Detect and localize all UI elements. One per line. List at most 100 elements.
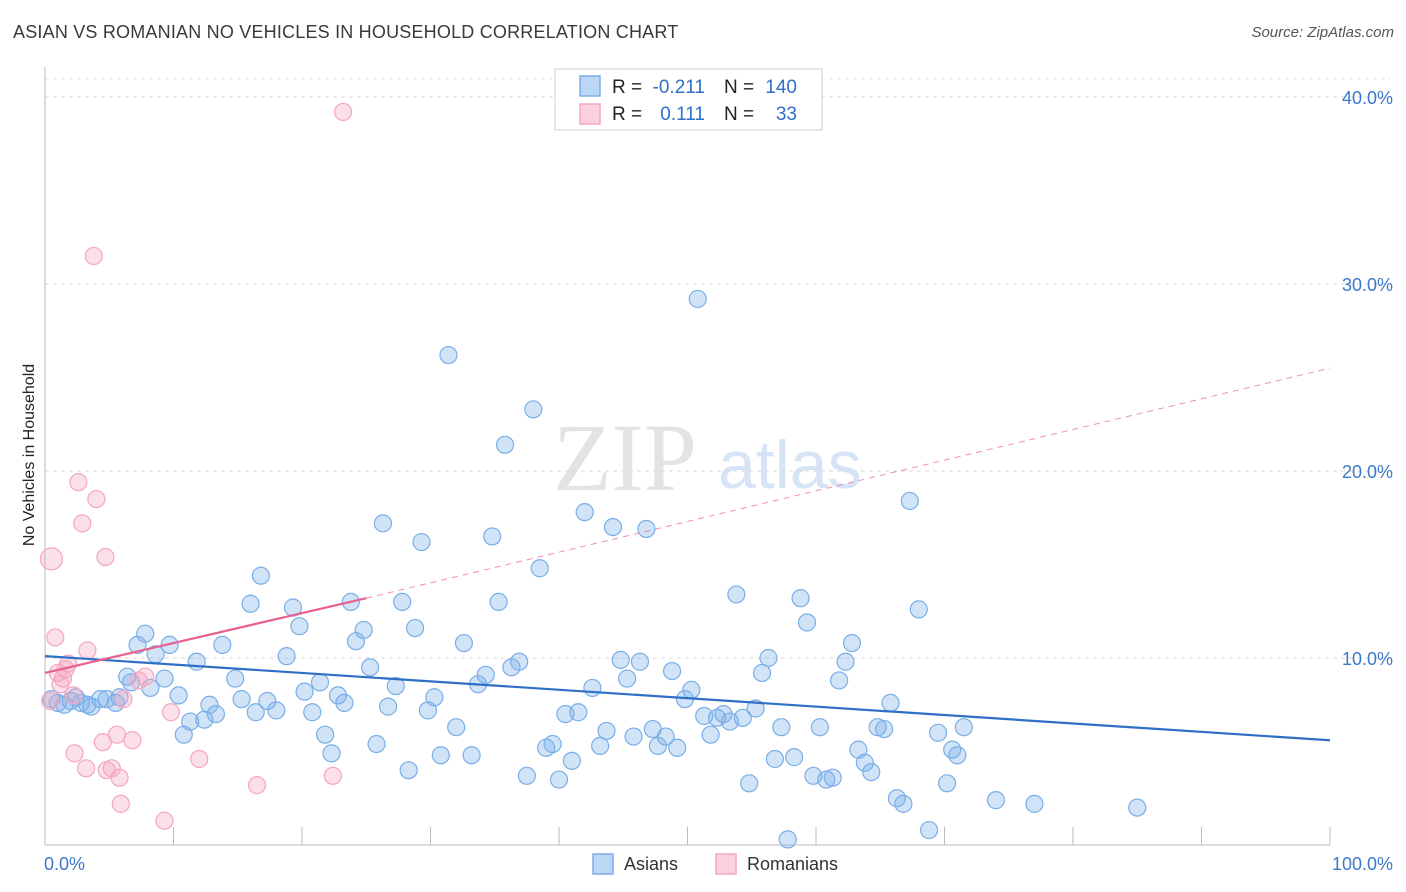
asians-point [830, 671, 849, 690]
asians-point [618, 669, 637, 688]
asians-point [868, 718, 887, 737]
y-tick-label-10: 10.0% [1342, 649, 1393, 669]
asians-point [842, 633, 862, 653]
romanians-point [39, 547, 64, 571]
watermark-atlas: atlas [718, 427, 862, 503]
romanians-point [247, 776, 267, 795]
romanians-point [41, 691, 60, 711]
asians-point [656, 727, 675, 746]
asians-point [290, 617, 309, 636]
asians-point [785, 748, 804, 767]
y-tick-label-40: 40.0% [1342, 88, 1393, 108]
romanians-point [69, 473, 88, 492]
legend-swatch-romanians [579, 103, 601, 125]
asians-point [155, 669, 174, 688]
asians-point [373, 514, 393, 533]
asians-point [91, 690, 110, 709]
asians-point [447, 718, 466, 737]
asians-point [752, 663, 772, 683]
romanians-point [65, 744, 84, 763]
asians-point [378, 697, 398, 716]
asians-point [575, 503, 594, 522]
asians-point [909, 600, 928, 619]
asians-point [688, 289, 707, 309]
asians-point [937, 774, 957, 793]
asians-point [543, 734, 562, 754]
chart-title: ASIAN VS ROMANIAN NO VEHICLES IN HOUSEHO… [13, 22, 679, 42]
watermark-zip: ZIP [553, 404, 697, 511]
asians-point [462, 746, 481, 765]
asians-point [510, 652, 529, 671]
asians-point [386, 676, 405, 696]
correlation-legend: R = -0.211 N = 140 R = 0.111 N = 33 [554, 68, 823, 131]
asians-point [928, 723, 948, 742]
asians-point [439, 345, 458, 365]
bottom-legend-label-asians: Asians [624, 854, 678, 874]
asians-point [303, 703, 322, 722]
asians-point [412, 532, 431, 552]
asians-point [740, 774, 759, 793]
asians-point [591, 736, 610, 755]
asians-point [624, 727, 643, 746]
asians-point [169, 686, 188, 705]
asians-point [425, 688, 444, 707]
asians-point [418, 701, 438, 720]
asians-point [476, 665, 495, 684]
asians-point [701, 725, 720, 744]
asians-point [943, 740, 962, 759]
x-tick-label-end: 100.0% [1332, 854, 1393, 874]
asians-point [361, 658, 380, 677]
romanians-point [111, 794, 130, 813]
asians-point [759, 648, 778, 668]
asians-point [310, 673, 330, 692]
asians-point [322, 744, 341, 763]
series-legend: Asians Romanians [592, 853, 838, 875]
asians-point [948, 746, 967, 765]
asians-point [637, 519, 656, 539]
legend-n-value-asians: 140 [765, 77, 797, 98]
romanians-point [77, 759, 96, 778]
asians-point [187, 652, 206, 671]
asians-point [875, 719, 894, 739]
asians-point [954, 718, 973, 737]
romanians-point [73, 514, 92, 533]
asians-point [597, 721, 616, 741]
asians-point [71, 693, 91, 712]
axes [44, 67, 1331, 846]
asians-point [682, 680, 701, 699]
romanians-point [110, 768, 129, 787]
asians-point [611, 650, 630, 669]
asians-point [251, 566, 270, 585]
asians-point [662, 661, 682, 681]
series-romanians [39, 102, 353, 830]
asians-point [797, 613, 817, 632]
romanians-point [107, 725, 127, 744]
asians-point [232, 690, 251, 709]
asians-point [648, 736, 668, 755]
legend-r-label-asians: R = [612, 77, 642, 98]
asians-point [569, 703, 588, 722]
asians-point [181, 712, 200, 731]
tick-labels: 10.0% 20.0% 30.0% 40.0% 0.0% 100.0% [44, 88, 1393, 874]
legend-swatch-asians [579, 75, 601, 97]
asians-point [226, 669, 245, 688]
asians-point [277, 647, 296, 666]
romanians-point [93, 733, 112, 752]
asians-point [213, 635, 232, 655]
asians-point [746, 699, 765, 718]
asians-point [399, 761, 418, 780]
asians-point [823, 768, 842, 787]
series-asians [42, 289, 1147, 849]
asians-point [919, 820, 939, 840]
asians-point [489, 592, 508, 612]
legend-n-value-romanians: 33 [776, 104, 797, 125]
asians-point [431, 746, 450, 765]
romanians-point [190, 749, 209, 769]
asians-point [772, 718, 791, 737]
asians-point [316, 725, 335, 744]
romanians-point [78, 641, 97, 660]
asians-point [986, 791, 1006, 810]
romanians-point [46, 628, 65, 647]
asians-point [836, 652, 855, 671]
